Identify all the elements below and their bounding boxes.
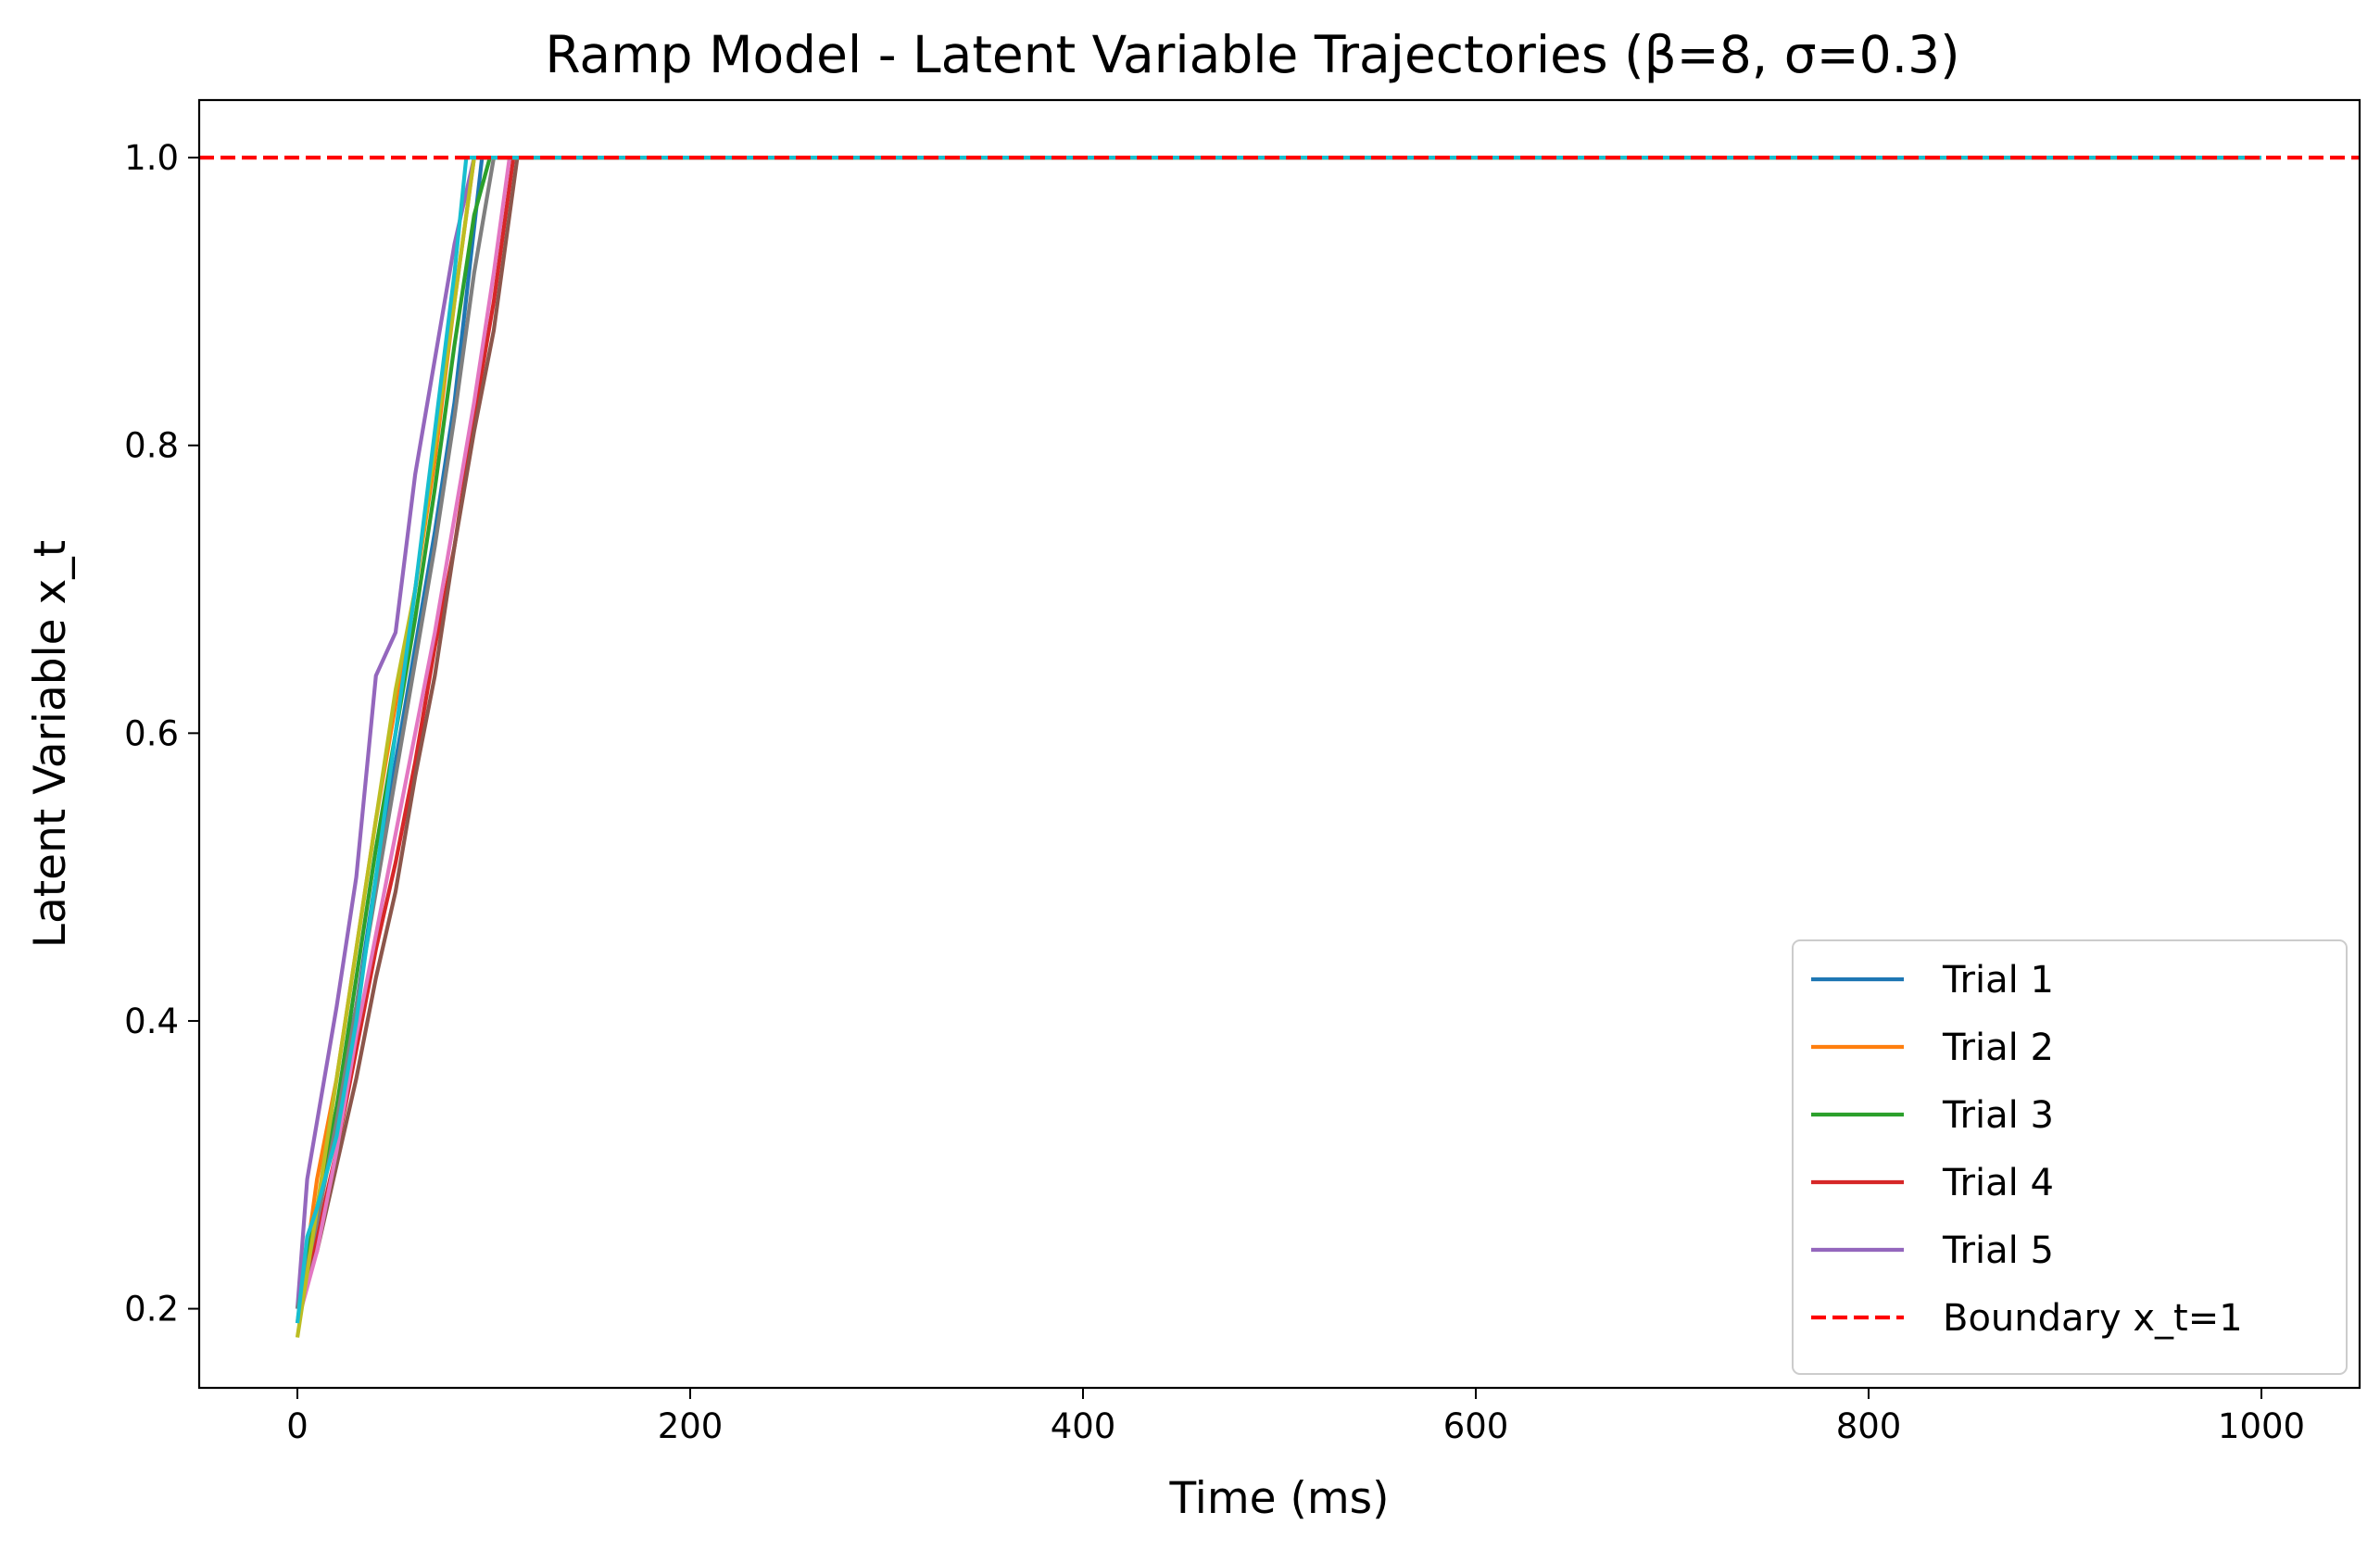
legend-frame (1792, 939, 2348, 1375)
y-tick-label: 0.6 (124, 713, 179, 753)
legend-label: Trial 2 (1942, 1027, 2054, 1069)
series-line-6 (296, 156, 2261, 1310)
x-tick-label: 800 (1836, 1406, 1902, 1446)
y-axis-label: Latent Variable x_t (25, 540, 76, 948)
legend: Trial 1 Trial 2 Trial 3 Trial 4 Trial 5 Bound… (1792, 939, 2348, 1375)
plot-area (199, 156, 2360, 1338)
plot-frame (197, 98, 2361, 1390)
y-axis: 0.2 0.4 0.6 0.8 1.0 (124, 138, 199, 1329)
x-tick-label: 200 (658, 1406, 724, 1446)
series-line-10 (295, 156, 2261, 1324)
legend-label: Trial 1 (1942, 959, 2054, 1002)
x-axis: 0 200 400 600 800 1000 (286, 1388, 2305, 1446)
x-axis-label: Time (ms) (1169, 1473, 1390, 1524)
series-line-8 (295, 156, 2261, 1310)
x-tick-label: 1000 (2218, 1406, 2305, 1446)
chart-title: Ramp Model - Latent Variable Trajectorie… (545, 25, 1959, 84)
x-tick-label: 600 (1443, 1406, 1509, 1446)
legend-label: Trial 4 (1942, 1162, 2054, 1204)
y-tick-label: 0.2 (124, 1290, 179, 1329)
series-line-3 (295, 156, 2261, 1310)
series-layer (295, 156, 2261, 1338)
legend-label: Trial 5 (1942, 1229, 2054, 1272)
legend-label: Boundary x_t=1 (1943, 1297, 2243, 1340)
y-tick-label: 1.0 (124, 138, 179, 178)
x-tick-label: 400 (1051, 1406, 1116, 1446)
y-tick-label: 0.4 (124, 1002, 179, 1041)
series-line-9 (295, 156, 2261, 1338)
x-tick-label: 0 (286, 1406, 309, 1446)
legend-label: Trial 3 (1942, 1094, 2054, 1137)
y-tick-label: 0.8 (124, 426, 179, 466)
series-line-7 (295, 156, 2261, 1324)
